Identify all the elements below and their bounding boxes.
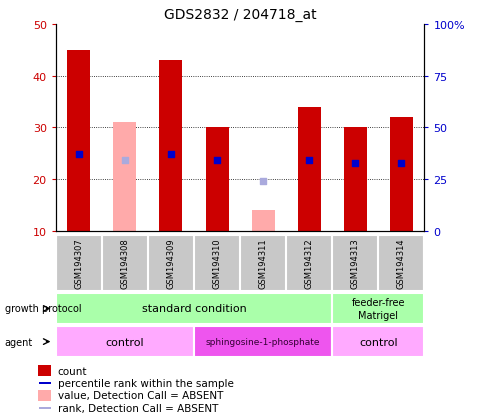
Bar	[297, 107, 320, 231]
Text: GSM194307: GSM194307	[74, 238, 83, 289]
Bar	[343, 128, 366, 231]
Bar	[38, 382, 50, 384]
Text: GSM194313: GSM194313	[350, 238, 359, 289]
Bar	[251, 211, 274, 231]
Text: GSM194309: GSM194309	[166, 238, 175, 289]
Text: value, Detection Call = ABSENT: value, Detection Call = ABSENT	[58, 390, 223, 401]
Point	[212, 158, 220, 164]
Bar	[56, 293, 332, 324]
Bar	[159, 61, 182, 231]
Bar	[38, 365, 51, 376]
Text: GSM194308: GSM194308	[120, 238, 129, 289]
Bar	[194, 326, 332, 357]
Text: GSM194310: GSM194310	[212, 238, 221, 289]
Bar	[389, 118, 412, 231]
Bar	[332, 326, 424, 357]
Bar	[38, 390, 51, 401]
Text: feeder-free
Matrigel: feeder-free Matrigel	[351, 297, 404, 320]
Point	[258, 178, 266, 185]
Text: percentile rank within the sample: percentile rank within the sample	[58, 378, 233, 388]
Point	[121, 158, 129, 164]
Text: GSM194314: GSM194314	[396, 238, 405, 289]
Bar	[332, 293, 424, 324]
Bar	[205, 128, 228, 231]
Text: GSM194311: GSM194311	[258, 238, 267, 289]
Bar	[56, 326, 194, 357]
Point	[304, 158, 312, 164]
Bar	[38, 407, 50, 408]
Text: agent: agent	[5, 337, 33, 347]
Title: GDS2832 / 204718_at: GDS2832 / 204718_at	[164, 8, 316, 22]
Point	[396, 160, 404, 166]
Point	[75, 152, 82, 158]
Text: growth protocol: growth protocol	[5, 304, 81, 314]
Text: control: control	[358, 337, 397, 347]
Text: rank, Detection Call = ABSENT: rank, Detection Call = ABSENT	[58, 403, 218, 413]
Point	[166, 152, 174, 158]
Text: GSM194312: GSM194312	[304, 238, 313, 289]
Bar	[113, 123, 136, 231]
Text: sphingosine-1-phosphate: sphingosine-1-phosphate	[205, 337, 320, 346]
Text: control: control	[106, 337, 144, 347]
Text: standard condition: standard condition	[141, 304, 246, 314]
Text: count: count	[58, 366, 87, 376]
Point	[350, 160, 358, 166]
Bar	[67, 50, 90, 231]
